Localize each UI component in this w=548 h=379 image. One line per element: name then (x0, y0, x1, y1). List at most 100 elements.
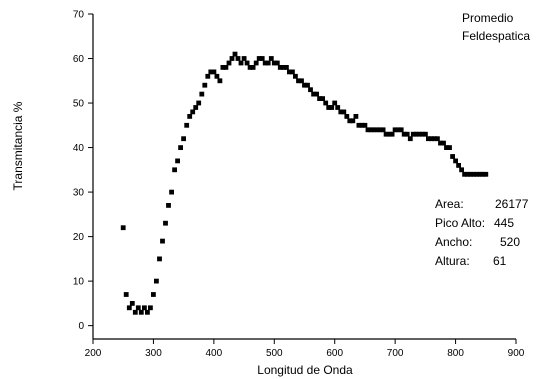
data-point (407, 136, 413, 142)
data-point (256, 56, 262, 61)
data-point (277, 65, 283, 70)
stats-box: Area: 26177 Pico Alto: 445 Ancho: 520 Al… (435, 197, 529, 268)
data-point (350, 118, 356, 124)
stat-width-label: Ancho: (435, 235, 472, 249)
x-tick-label: 800 (447, 348, 464, 359)
data-point (217, 78, 223, 84)
data-point (262, 60, 268, 66)
data-point (380, 127, 386, 133)
y-tick-label: 40 (73, 143, 85, 154)
y-tick-label: 0 (78, 321, 84, 332)
data-point (429, 136, 434, 142)
data-point (468, 171, 474, 177)
y-tick-label: 30 (73, 188, 85, 199)
data-point (447, 145, 452, 150)
data-point (413, 131, 419, 137)
data-point (344, 114, 350, 119)
data-point (157, 256, 162, 262)
data-point (347, 118, 353, 124)
data-point (401, 131, 407, 137)
data-point (377, 127, 383, 133)
x-tick-label: 600 (326, 348, 343, 359)
data-point (154, 278, 159, 284)
y-tick-label: 20 (73, 232, 85, 243)
data-point (175, 158, 180, 164)
x-tick-label: 200 (85, 348, 102, 359)
stat-peak-label: Pico Alto: (435, 216, 485, 230)
legend-line-2: Feldespatica (462, 29, 530, 43)
data-point (259, 56, 265, 61)
data-point (241, 56, 247, 61)
stat-peak-value: 445 (494, 216, 514, 230)
data-point (435, 136, 440, 142)
data-point (208, 69, 214, 75)
data-point (199, 91, 205, 97)
stat-height-value: 61 (493, 254, 507, 268)
data-point (471, 171, 477, 177)
data-point (365, 127, 371, 133)
data-point (314, 91, 319, 97)
data-point (483, 171, 489, 177)
data-point (284, 65, 289, 70)
stat-height-label: Altura: (435, 254, 470, 268)
data-point (268, 56, 274, 61)
data-point (232, 51, 238, 57)
data-point (392, 127, 398, 133)
data-point (453, 158, 458, 164)
data-point (386, 131, 392, 137)
data-point (404, 131, 410, 137)
data-point (329, 105, 335, 110)
data-point (371, 127, 377, 133)
data-point (465, 171, 471, 177)
data-point (335, 105, 341, 110)
data-point (271, 60, 277, 66)
data-point (450, 154, 455, 159)
data-point (205, 73, 211, 79)
data-point (323, 100, 329, 106)
stat-area-label: Area: (435, 197, 464, 211)
data-point (341, 109, 347, 115)
data-point (169, 189, 174, 195)
data-point (311, 91, 316, 97)
data-point (416, 131, 422, 137)
data-point (190, 109, 196, 115)
data-point (187, 114, 193, 119)
y-tick-label: 50 (73, 99, 85, 110)
data-point (250, 65, 256, 70)
data-point (226, 60, 232, 66)
data-point (293, 73, 298, 79)
data-point (383, 131, 389, 137)
data-point (317, 96, 322, 101)
data-point (126, 305, 132, 311)
data-point (462, 171, 467, 177)
data-point (235, 56, 241, 61)
data-point (290, 69, 295, 75)
data-point (444, 145, 449, 150)
x-tick-label: 500 (266, 348, 283, 359)
stat-area-value: 26177 (495, 197, 529, 211)
data-point (220, 65, 226, 70)
y-axis-title: Transmitancia % (11, 101, 25, 190)
data-point (181, 136, 186, 142)
data-point (441, 140, 446, 146)
data-point (320, 96, 325, 101)
data-point (166, 203, 171, 208)
data-point (202, 82, 208, 88)
data-point (129, 301, 135, 306)
data-point (368, 127, 374, 133)
y-tick-label: 60 (73, 54, 85, 65)
data-point (184, 122, 190, 128)
data-point (151, 292, 156, 297)
y-tick-label: 10 (73, 277, 85, 288)
data-point (395, 127, 401, 133)
data-point (148, 305, 153, 311)
data-point (426, 136, 431, 142)
data-point (132, 309, 138, 315)
data-point (172, 167, 177, 173)
data-point (265, 60, 271, 66)
x-tick-label: 700 (387, 348, 404, 359)
legend-line-1: Promedio (462, 11, 514, 25)
data-point (253, 60, 259, 66)
data-point (138, 309, 144, 315)
data-point (296, 78, 301, 84)
